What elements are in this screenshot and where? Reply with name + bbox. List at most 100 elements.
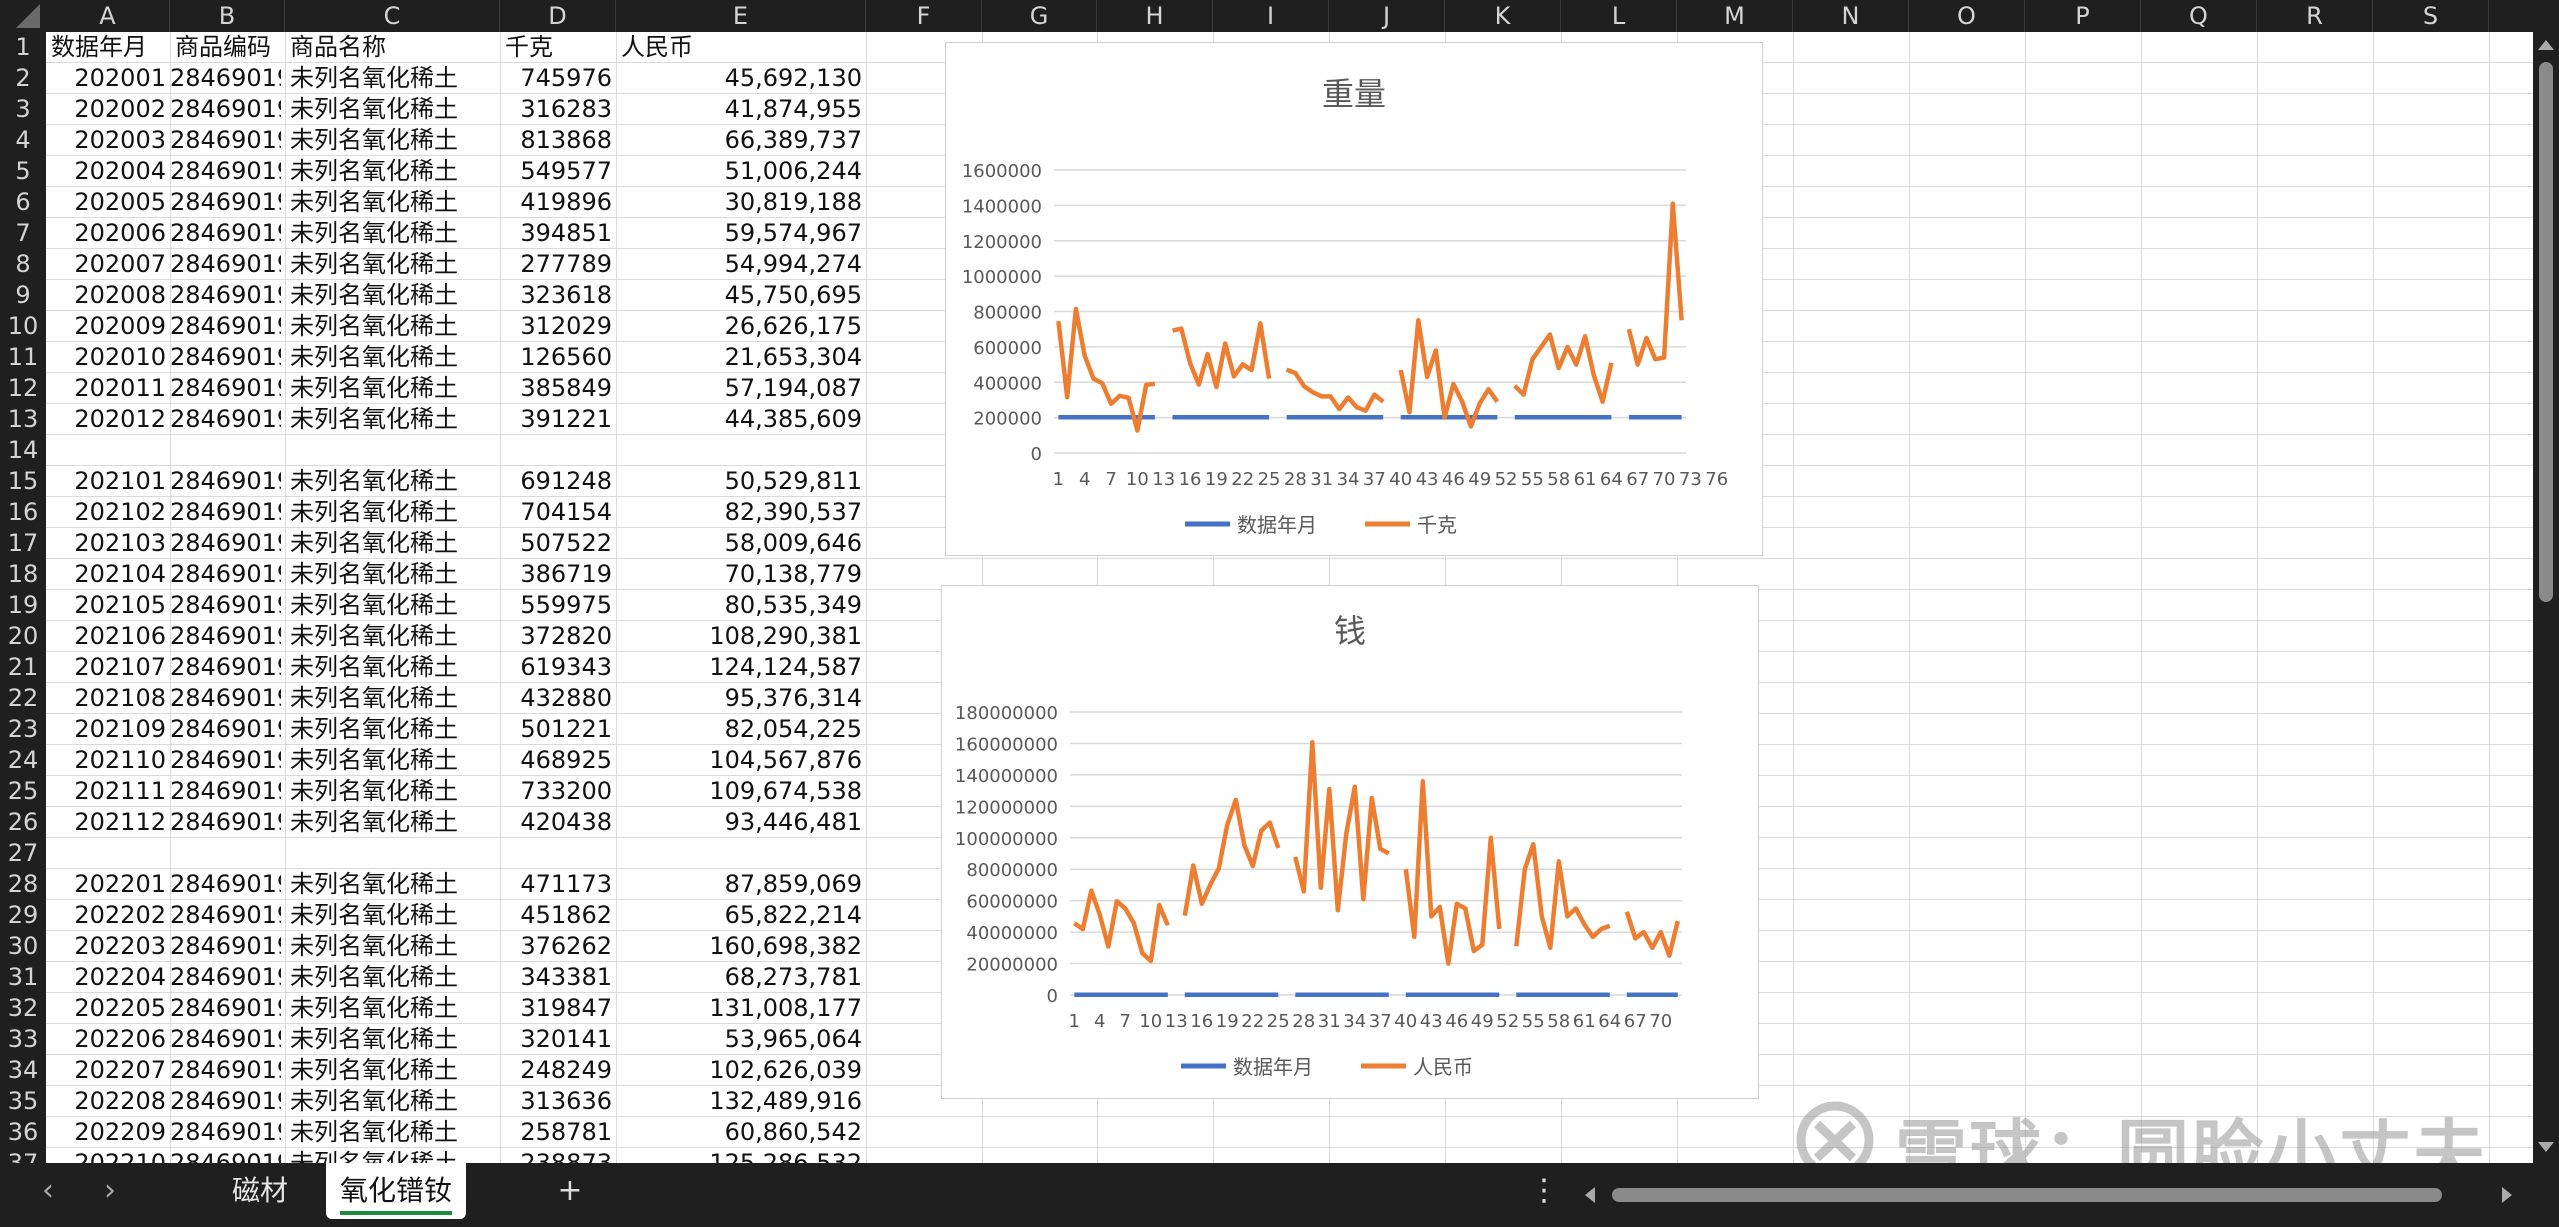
data-cell[interactable]: 385849	[520, 374, 612, 402]
row-header-4[interactable]: 4	[15, 126, 31, 154]
data-cell[interactable]: 未列名氧化稀土	[290, 95, 458, 123]
data-cell[interactable]: 50,529,811	[724, 467, 862, 495]
data-cell[interactable]: 559975	[520, 591, 612, 619]
column-header-j[interactable]: J	[1329, 0, 1445, 32]
data-cell[interactable]: 202203	[74, 932, 166, 960]
column-header-i[interactable]: I	[1213, 0, 1329, 32]
data-cell[interactable]: 28469019	[170, 684, 281, 712]
data-cell[interactable]: 202012	[74, 405, 166, 433]
row-header-30[interactable]: 30	[7, 932, 39, 960]
row-header-17[interactable]: 17	[7, 529, 39, 557]
data-cell[interactable]: 未列名氧化稀土	[290, 1087, 458, 1115]
column-header-r[interactable]: R	[2257, 0, 2373, 32]
data-cell[interactable]: 45,692,130	[724, 64, 862, 92]
data-cell[interactable]: 202206	[74, 1025, 166, 1053]
data-cell[interactable]: 未列名氧化稀土	[290, 1025, 458, 1053]
data-cell[interactable]: 45,750,695	[724, 281, 862, 309]
data-cell[interactable]: 未列名氧化稀土	[290, 343, 458, 371]
data-cell[interactable]: 109,674,538	[709, 777, 862, 805]
data-cell[interactable]: 21,653,304	[724, 343, 862, 371]
data-cell[interactable]: 125,286,532	[709, 1149, 862, 1163]
data-cell[interactable]: 202005	[74, 188, 166, 216]
data-cell[interactable]: 未列名氧化稀土	[290, 622, 458, 650]
data-cell[interactable]: 131,008,177	[709, 994, 862, 1022]
data-cell[interactable]: 376262	[520, 932, 612, 960]
data-cell[interactable]: 未列名氧化稀土	[290, 808, 458, 836]
data-cell[interactable]: 312029	[520, 312, 612, 340]
data-cell[interactable]: 28469019	[170, 374, 281, 402]
row-header-27[interactable]: 27	[7, 839, 39, 867]
row-header-36[interactable]: 36	[7, 1118, 39, 1146]
data-cell[interactable]: 202008	[74, 281, 166, 309]
data-cell[interactable]: 28469019	[170, 157, 281, 185]
next-sheet-icon[interactable]: ›	[104, 1173, 116, 1208]
data-cell[interactable]: 420438	[520, 808, 612, 836]
data-cell[interactable]: 202010	[74, 343, 166, 371]
row-header-12[interactable]: 12	[7, 374, 39, 402]
data-cell[interactable]: 28469019	[170, 1056, 281, 1084]
scroll-left-icon[interactable]	[1585, 1187, 1595, 1203]
data-cell[interactable]: 549577	[520, 157, 612, 185]
data-cell[interactable]: 28469019	[170, 1025, 281, 1053]
data-cell[interactable]: 619343	[520, 653, 612, 681]
data-cell[interactable]: 28469019	[170, 870, 281, 898]
data-cell[interactable]: 323618	[520, 281, 612, 309]
data-cell[interactable]: 126560	[520, 343, 612, 371]
row-header-8[interactable]: 8	[15, 250, 31, 278]
weight-chart[interactable]: 重量 0 200000 400000 600000 800000 1000000 12000…	[945, 42, 1763, 556]
data-cell[interactable]: 57,194,087	[724, 374, 862, 402]
data-cell[interactable]: 202204	[74, 963, 166, 991]
data-cell[interactable]: 28469019	[170, 343, 281, 371]
data-cell[interactable]: 202110	[74, 746, 166, 774]
column-header-n[interactable]: N	[1793, 0, 1909, 32]
data-cell[interactable]: 386719	[520, 560, 612, 588]
data-cell[interactable]: 248249	[520, 1056, 612, 1084]
data-cell[interactable]: 202001	[74, 64, 166, 92]
data-cell[interactable]: 202009	[74, 312, 166, 340]
data-cell[interactable]: 704154	[520, 498, 612, 526]
data-cell[interactable]: 59,574,967	[724, 219, 862, 247]
scroll-down-icon[interactable]	[2538, 1142, 2554, 1152]
data-cell[interactable]: 813868	[520, 126, 612, 154]
data-cell[interactable]: 745976	[520, 64, 612, 92]
data-cell[interactable]: 124,124,587	[709, 653, 862, 681]
data-cell[interactable]: 316283	[520, 95, 612, 123]
data-cell[interactable]: 132,489,916	[709, 1087, 862, 1115]
row-header-2[interactable]: 2	[15, 64, 31, 92]
data-cell[interactable]: 28469019	[170, 715, 281, 743]
header-cell[interactable]: 商品编码	[175, 33, 271, 61]
data-cell[interactable]: 未列名氧化稀土	[290, 715, 458, 743]
data-cell[interactable]: 未列名氧化稀土	[290, 932, 458, 960]
data-cell[interactable]: 202209	[74, 1118, 166, 1146]
column-header-g[interactable]: G	[982, 0, 1097, 32]
data-cell[interactable]: 70,138,779	[724, 560, 862, 588]
header-cell[interactable]: 商品名称	[290, 33, 386, 61]
scroll-right-icon[interactable]	[2502, 1187, 2512, 1203]
data-cell[interactable]: 60,860,542	[724, 1118, 862, 1146]
data-cell[interactable]: 691248	[520, 467, 612, 495]
data-cell[interactable]: 202011	[74, 374, 166, 402]
data-cell[interactable]: 28469019	[170, 963, 281, 991]
column-header-e[interactable]: E	[616, 0, 866, 32]
column-header-s[interactable]: S	[2373, 0, 2489, 32]
data-cell[interactable]: 28469019	[170, 126, 281, 154]
data-cell[interactable]: 202104	[74, 560, 166, 588]
data-cell[interactable]: 28469019	[170, 560, 281, 588]
header-cell[interactable]: 数据年月	[51, 33, 147, 61]
data-cell[interactable]: 41,874,955	[724, 95, 862, 123]
data-cell[interactable]: 28469019	[170, 312, 281, 340]
data-cell[interactable]: 391221	[520, 405, 612, 433]
data-cell[interactable]: 202103	[74, 529, 166, 557]
data-cell[interactable]: 432880	[520, 684, 612, 712]
data-cell[interactable]: 507522	[520, 529, 612, 557]
data-cell[interactable]: 419896	[520, 188, 612, 216]
data-cell[interactable]: 未列名氧化稀土	[290, 219, 458, 247]
data-cell[interactable]: 202112	[74, 808, 166, 836]
data-cell[interactable]: 未列名氧化稀土	[290, 870, 458, 898]
row-header-11[interactable]: 11	[7, 343, 39, 371]
column-header-m[interactable]: M	[1677, 0, 1793, 32]
data-cell[interactable]: 28469019	[170, 498, 281, 526]
data-cell[interactable]: 未列名氧化稀土	[290, 684, 458, 712]
data-cell[interactable]: 28469019	[170, 188, 281, 216]
row-header-16[interactable]: 16	[7, 498, 39, 526]
